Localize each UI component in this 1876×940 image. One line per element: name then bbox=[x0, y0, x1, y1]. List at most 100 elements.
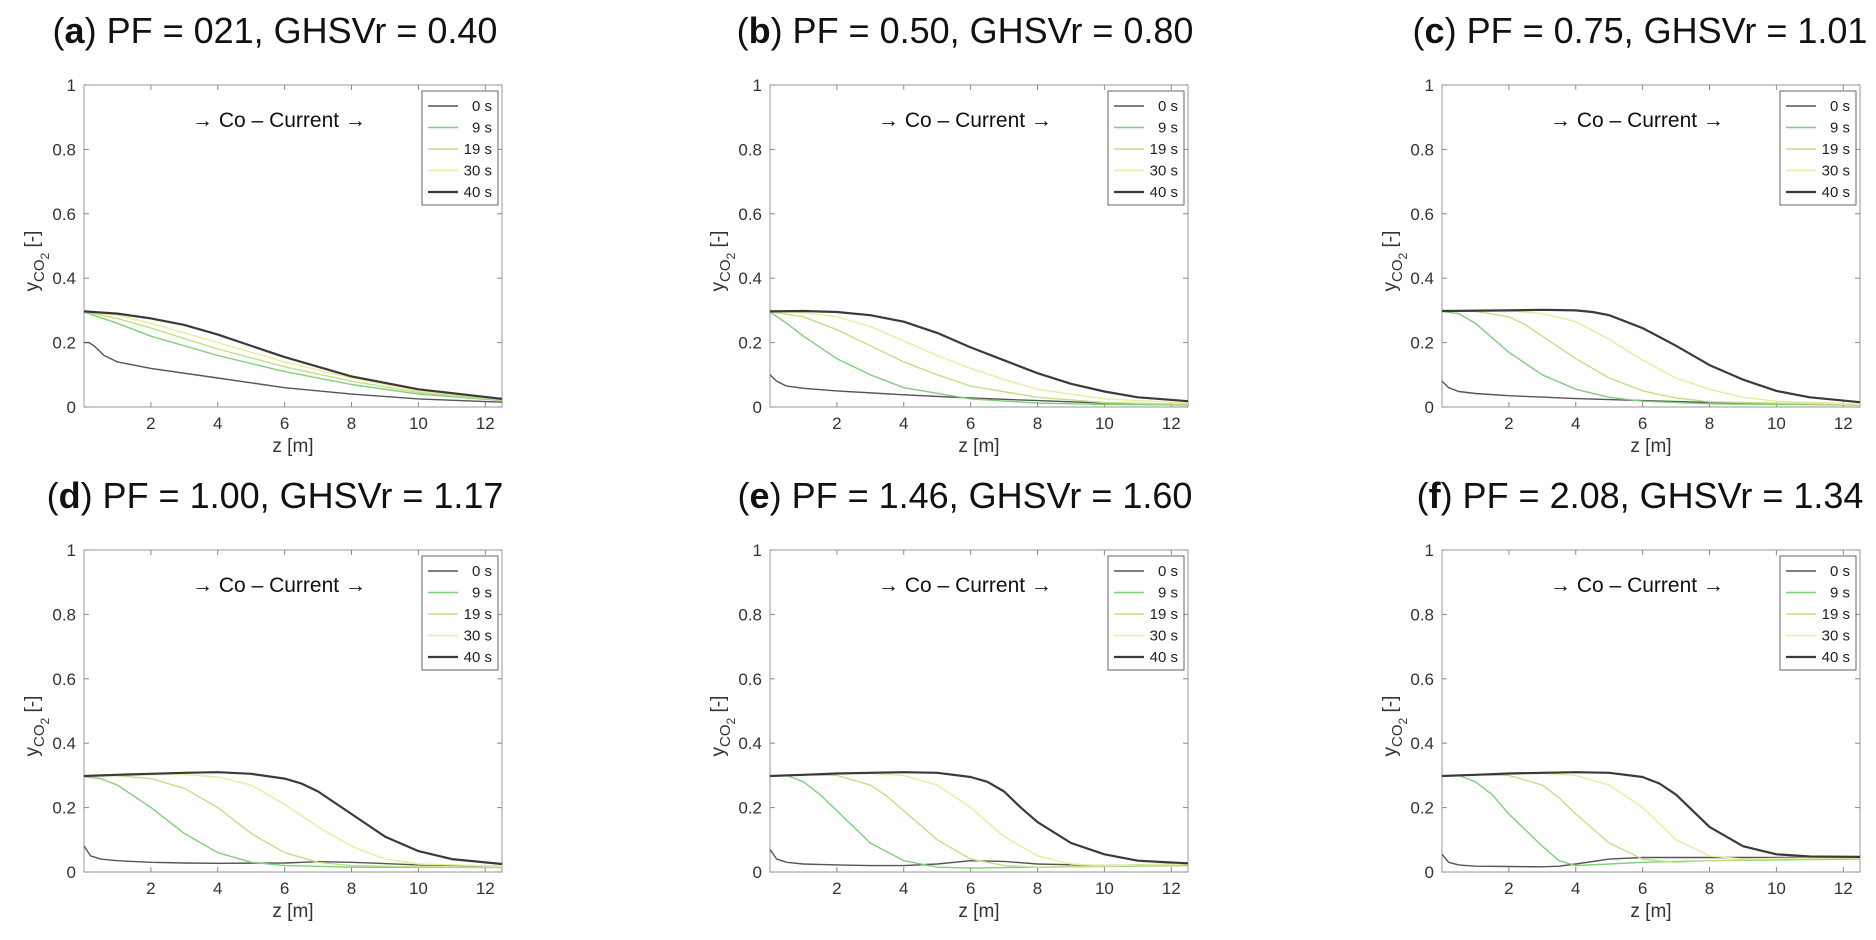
panel-title-text: ) PF = 1.00, GHSVr = 1.17 bbox=[81, 475, 504, 516]
legend: 0 s 9 s 19 s 30 s 40 s bbox=[421, 90, 499, 206]
y-tick-label: 0.8 bbox=[738, 140, 762, 159]
y-tick-label: 0.4 bbox=[1410, 734, 1434, 753]
x-tick-label: 2 bbox=[146, 879, 155, 898]
panel-a: (a) PF = 021, GHSVr = 0.40 0 0.2 0.4 0.6 0.8 1… bbox=[22, 10, 503, 457]
x-tick-label: 12 bbox=[1834, 414, 1853, 433]
legend-entry: 19 s bbox=[1150, 606, 1178, 623]
series-line-19s bbox=[84, 311, 502, 401]
y-tick-label: 1 bbox=[753, 541, 762, 560]
series-lines bbox=[84, 310, 502, 403]
y-tick-label: 0.8 bbox=[52, 605, 76, 624]
y-tick-label: 0.6 bbox=[1410, 205, 1434, 224]
legend-entry: 0 s bbox=[472, 98, 492, 115]
series-line-19s bbox=[770, 774, 1188, 868]
y-tick-label: 1 bbox=[1425, 541, 1434, 560]
x-axis-label: z [m] bbox=[272, 901, 313, 922]
legend-entry: 19 s bbox=[1150, 141, 1178, 158]
legend-entry: 40 s bbox=[464, 649, 492, 666]
x-axis-label: z [m] bbox=[272, 436, 313, 457]
series-line-40s bbox=[84, 310, 502, 400]
series-line-9s bbox=[770, 774, 1188, 869]
legend-box bbox=[421, 555, 499, 671]
legend: 0 s 9 s 19 s 30 s 40 s bbox=[1107, 90, 1185, 206]
y-tick-label: 0.4 bbox=[1410, 269, 1434, 288]
legend-entry: 19 s bbox=[464, 141, 492, 158]
y-axis-label-main: y bbox=[708, 746, 729, 756]
y-tick-label: 0.2 bbox=[738, 799, 762, 818]
series-line-0s bbox=[84, 341, 502, 403]
x-axis-label: z [m] bbox=[1630, 436, 1671, 457]
y-tick-label: 1 bbox=[753, 76, 762, 95]
x-tick-label: 8 bbox=[1705, 879, 1714, 898]
panel-title: (f) PF = 2.08, GHSVr = 1.34 bbox=[1417, 475, 1864, 516]
y-tick-label: 0.6 bbox=[1410, 670, 1434, 689]
y-tick-label: 0.8 bbox=[52, 140, 76, 159]
y-tick-label: 0 bbox=[1425, 398, 1434, 417]
y-tick-label: 0.6 bbox=[738, 670, 762, 689]
x-tick-label: 6 bbox=[1638, 879, 1647, 898]
y-axis-label: yCO2 [-] bbox=[708, 231, 738, 292]
series-line-30s bbox=[84, 310, 502, 400]
y-tick-label: 0.8 bbox=[1410, 605, 1434, 624]
y-tick-label: 1 bbox=[67, 541, 76, 560]
panel-title-text: ) PF = 1.46, GHSVr = 1.60 bbox=[770, 475, 1193, 516]
x-tick-label: 6 bbox=[966, 414, 975, 433]
series-line-19s bbox=[770, 311, 1188, 406]
legend-entry: 19 s bbox=[1822, 606, 1850, 623]
x-tick-label: 8 bbox=[1033, 414, 1042, 433]
y-axis-label-subsub: 2 bbox=[1396, 252, 1410, 259]
y-axis-label-subsub: 2 bbox=[724, 717, 738, 724]
x-tick-label: 4 bbox=[1571, 879, 1580, 898]
y-tick-label: 0.6 bbox=[52, 670, 76, 689]
x-tick-label: 6 bbox=[1638, 414, 1647, 433]
x-tick-label: 10 bbox=[1095, 414, 1114, 433]
x-tick-label: 10 bbox=[1767, 414, 1786, 433]
legend-box bbox=[1779, 555, 1857, 671]
panel-title-label: e bbox=[750, 475, 770, 516]
y-axis-label-sub: CO bbox=[1389, 259, 1406, 282]
legend-box bbox=[1107, 90, 1185, 206]
y-axis-label: yCO2 [-] bbox=[708, 696, 738, 757]
flow-direction-annotation: → Co – Current → bbox=[1550, 109, 1724, 132]
y-tick-label: 0.2 bbox=[1410, 799, 1434, 818]
legend-entry: 30 s bbox=[1822, 628, 1850, 645]
series-line-40s bbox=[770, 309, 1188, 403]
legend-entry: 0 s bbox=[1158, 563, 1178, 580]
legend-entry: 30 s bbox=[464, 163, 492, 180]
series-line-0s bbox=[84, 845, 502, 867]
x-tick-label: 2 bbox=[832, 879, 841, 898]
panel-d: (d) PF = 1.00, GHSVr = 1.17 0 0.2 0.4 0.6 0.8… bbox=[22, 475, 503, 922]
legend-entry: 40 s bbox=[1150, 184, 1178, 201]
x-tick-label: 12 bbox=[476, 414, 495, 433]
panel-title-open-paren: ( bbox=[53, 10, 65, 51]
legend-entry: 40 s bbox=[1150, 649, 1178, 666]
flow-direction-annotation: → Co – Current → bbox=[878, 574, 1052, 597]
y-axis-label-sub: CO bbox=[717, 724, 734, 747]
y-axis-label-subsub: 2 bbox=[724, 252, 738, 259]
x-tick-label: 12 bbox=[1834, 879, 1853, 898]
y-tick-label: 0 bbox=[753, 863, 762, 882]
legend-entry: 0 s bbox=[472, 563, 492, 580]
legend: 0 s 9 s 19 s 30 s 40 s bbox=[421, 555, 499, 671]
x-axis-label: z [m] bbox=[1630, 901, 1671, 922]
y-axis-label: yCO2 [-] bbox=[22, 231, 52, 292]
legend-entry: 0 s bbox=[1830, 563, 1850, 580]
y-tick-label: 0.4 bbox=[738, 269, 762, 288]
series-line-19s bbox=[84, 775, 502, 868]
y-axis-label: yCO2 [-] bbox=[1380, 231, 1410, 292]
legend-entry: 9 s bbox=[472, 585, 492, 602]
flow-direction-annotation: → Co – Current → bbox=[192, 109, 366, 132]
panel-c: (c) PF = 0.75, GHSVr = 1.01 0 0.2 0.4 0.6 0.8… bbox=[1380, 10, 1867, 457]
legend-entry: 40 s bbox=[1822, 184, 1850, 201]
y-axis-label-suffix: [-] bbox=[708, 696, 729, 718]
panel-b: (b) PF = 0.50, GHSVr = 0.80 0 0.2 0.4 0.6 0.8… bbox=[708, 10, 1193, 457]
x-tick-label: 8 bbox=[347, 414, 356, 433]
series-line-19s bbox=[1442, 310, 1860, 406]
legend-box bbox=[1107, 555, 1185, 671]
y-axis-label-suffix: [-] bbox=[1380, 231, 1401, 253]
x-tick-label: 12 bbox=[1162, 879, 1181, 898]
panel-title-open-paren: ( bbox=[737, 10, 749, 51]
series-line-0s bbox=[1442, 380, 1860, 406]
series-line-40s bbox=[1442, 771, 1860, 859]
y-tick-label: 1 bbox=[1425, 76, 1434, 95]
